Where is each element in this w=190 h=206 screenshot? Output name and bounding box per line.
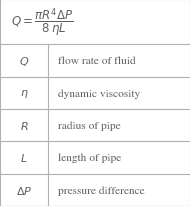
Text: $\Delta P$: $\Delta P$ (16, 184, 32, 196)
Text: pressure difference: pressure difference (58, 185, 145, 195)
Text: dynamic viscosity: dynamic viscosity (58, 88, 140, 98)
Text: $Q = \dfrac{\pi R^4 \Delta P}{8\, \eta L}$: $Q = \dfrac{\pi R^4 \Delta P}{8\, \eta L… (11, 6, 74, 39)
Text: length of pipe: length of pipe (58, 153, 121, 163)
Text: $\eta$: $\eta$ (20, 87, 28, 99)
Text: flow rate of fluid: flow rate of fluid (58, 56, 136, 66)
Text: radius of pipe: radius of pipe (58, 121, 121, 130)
Text: $L$: $L$ (21, 152, 28, 164)
Text: $R$: $R$ (20, 119, 28, 131)
Text: $Q$: $Q$ (19, 55, 29, 68)
